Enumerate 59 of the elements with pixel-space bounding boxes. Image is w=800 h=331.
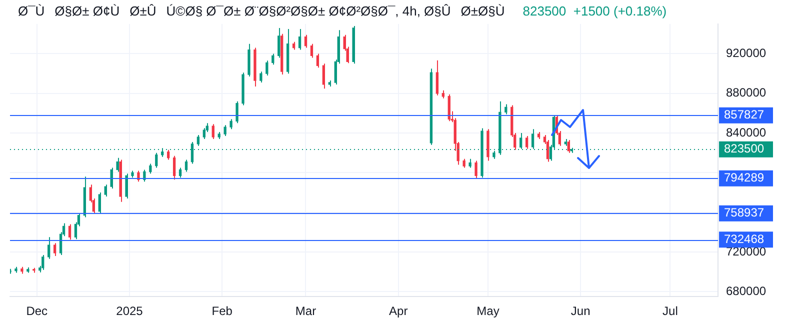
candlestick (110, 167, 113, 190)
chart-title: Ø¯ÙØ§Ø± Ø¢Ù Ø±ÛÚ©Ø§ Ø¯Ø± Ø¨Ø§Ø²Ø§Ø± Ø¢Ø²Ø§Ø¯, 4h, Ø§ÛØ±Ø§Ù (18, 4, 515, 19)
candlestick (196, 134, 200, 146)
candlestick (125, 173, 128, 199)
x-tick-label: Jun (570, 304, 590, 318)
candlestick (143, 169, 146, 182)
candlestick (272, 53, 274, 66)
x-tick-label: Apr (389, 304, 408, 318)
candlestick (104, 184, 107, 197)
ref-line-label: 857827 (724, 108, 764, 122)
candlestick (155, 152, 158, 168)
candlestick (310, 43, 314, 58)
candlestick (178, 167, 182, 178)
candlestick (520, 132, 522, 150)
y-tick-label: 840000 (726, 125, 766, 140)
candlestick (546, 139, 550, 162)
candlestick (531, 128, 534, 150)
candlestick (53, 242, 56, 256)
text: 823500 +1500 (+0.18%) (522, 4, 667, 19)
candlestick (98, 192, 101, 214)
candlestick (448, 94, 450, 122)
candlestick (436, 60, 439, 96)
candlestick (322, 63, 325, 90)
candlestick (224, 124, 226, 137)
y-tick-label: 720000 (726, 244, 766, 258)
candlestick (68, 224, 72, 240)
candlestick (266, 60, 268, 76)
candlestick (525, 136, 528, 150)
candlestick (167, 149, 170, 160)
ref-line-label: 758937 (724, 206, 764, 220)
candlestick (184, 159, 188, 172)
candlestick (149, 163, 152, 174)
candlestick (212, 124, 214, 140)
candlestick (230, 118, 232, 130)
candlestick (137, 170, 140, 182)
y-tick-label: 680000 (726, 284, 766, 298)
candlestick (172, 155, 176, 180)
candlestick (316, 53, 320, 68)
y-tick-label: 880000 (726, 86, 766, 100)
candlestick (116, 157, 119, 172)
x-tick-label: 2025 (116, 304, 144, 318)
x-tick-label: Mar (295, 304, 316, 318)
candlestick (42, 254, 44, 270)
x-tick-label: Dec (26, 304, 48, 318)
candlestick (298, 28, 302, 50)
x-tick-label: Feb (212, 304, 233, 318)
candlestick (504, 104, 508, 115)
x-tick-label: Jul (662, 304, 678, 318)
candlestick (474, 160, 478, 179)
ref-line-label: 732468 (724, 232, 764, 246)
x-tick-label: May (476, 304, 500, 318)
candlestick (236, 100, 238, 124)
candlestick (260, 71, 262, 83)
ref-line-label: 823500 (724, 142, 764, 156)
ref-line-label: 794289 (724, 170, 764, 185)
y-tick-label: 920000 (726, 46, 766, 60)
candlestick (304, 34, 308, 48)
candlestick (48, 236, 50, 260)
candlestick (278, 27, 280, 58)
